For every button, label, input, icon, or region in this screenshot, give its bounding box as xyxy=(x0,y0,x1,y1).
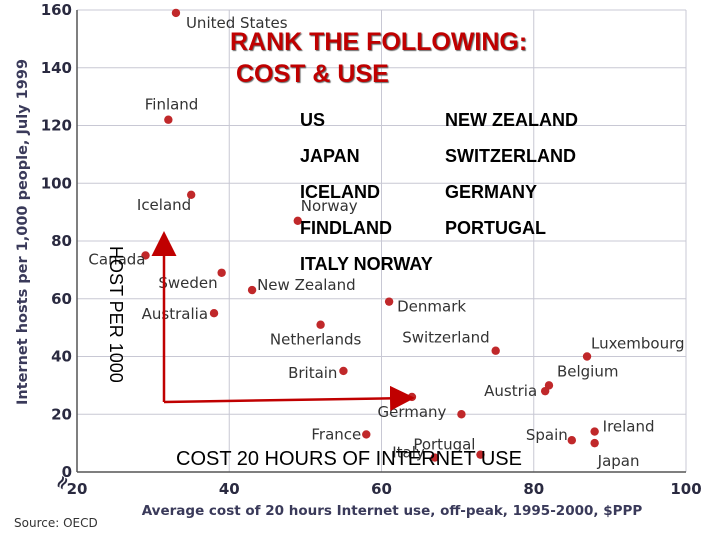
point-label: Britain xyxy=(288,364,337,382)
point-label: Switzerland xyxy=(402,329,490,347)
y-tick-label: 100 xyxy=(41,174,72,192)
point-label: Sweden xyxy=(158,274,217,292)
point-label: France xyxy=(311,425,361,443)
rank-item-new-zealand: NEW ZEALAND xyxy=(445,110,578,130)
source-note: Source: OECD xyxy=(14,516,98,530)
rank-item-us: US xyxy=(300,110,326,130)
data-point xyxy=(582,352,592,361)
title-line-1: RANK THE FOLLOWING: xyxy=(230,28,528,56)
rank-item-iceland: ICELAND xyxy=(300,182,380,202)
y-tick-label: 20 xyxy=(51,405,72,423)
point-label: Belgium xyxy=(557,362,619,380)
point-label: Spain xyxy=(526,426,568,444)
slide-title: RANK THE FOLLOWING: COST & USE xyxy=(230,26,527,90)
point-label: Portugal xyxy=(413,436,475,454)
rank-item-findland: FINDLAND xyxy=(300,218,392,238)
data-point xyxy=(491,346,500,355)
x-axis-label: Average cost of 20 hours Internet use, o… xyxy=(142,503,643,519)
rank-item-switzerland: SWITZERLAND xyxy=(445,146,576,166)
data-point xyxy=(247,285,257,295)
data-point xyxy=(430,453,439,462)
data-points xyxy=(141,8,599,462)
point-label: Canada xyxy=(88,250,145,268)
data-point xyxy=(384,297,394,306)
point-label: Ireland xyxy=(603,418,655,436)
host-arrow-label: HOST PER 1000 xyxy=(106,246,126,383)
data-point xyxy=(293,216,302,225)
point-label: Iceland xyxy=(137,196,191,214)
point-label: Denmark xyxy=(397,298,466,316)
x-tick-label: 100 xyxy=(670,480,701,498)
data-point xyxy=(457,410,466,419)
plot-frame xyxy=(76,10,686,473)
x-tick-label: 20 xyxy=(67,480,88,498)
data-point xyxy=(567,436,577,445)
data-point xyxy=(339,366,348,376)
y-tick-label: 80 xyxy=(51,232,72,250)
data-point xyxy=(590,427,599,436)
point-label: Luxembourg xyxy=(591,335,685,353)
x-tick-label: 60 xyxy=(371,480,392,498)
data-point xyxy=(141,251,150,260)
cost-arrow-label: COST 20 HOURS OF INTERNET USE xyxy=(176,448,522,470)
x-arrow xyxy=(163,385,415,411)
point-label: United States xyxy=(186,14,288,32)
y-tick-label: 0 xyxy=(62,463,72,481)
annotation-arrows xyxy=(151,231,415,411)
point-label: Japan xyxy=(597,452,640,470)
data-point xyxy=(362,430,371,439)
data-point xyxy=(164,115,173,124)
x-tick-label: 80 xyxy=(523,480,544,498)
rank-item-japan: JAPAN xyxy=(300,146,360,166)
point-label: Germany xyxy=(377,403,446,421)
data-point xyxy=(590,438,599,448)
y-axis-label: Internet hosts per 1,000 people, July 19… xyxy=(15,59,31,405)
rank-item-portugal: PORTUGAL xyxy=(445,218,546,238)
point-label: New Zealand xyxy=(257,276,356,294)
data-point xyxy=(540,386,550,396)
data-point xyxy=(217,268,226,277)
x-tick-label: 40 xyxy=(219,480,240,498)
point-label: Norway xyxy=(301,197,358,215)
rank-item-italy-norway: ITALY NORWAY xyxy=(300,254,433,274)
data-point xyxy=(476,450,485,459)
rank-item-germany: GERMANY xyxy=(445,182,538,202)
data-point xyxy=(171,8,181,18)
y-tick-label: 60 xyxy=(51,290,72,308)
point-label: Italy xyxy=(392,444,425,462)
point-label: Netherlands xyxy=(270,331,362,349)
data-point xyxy=(316,320,325,329)
data-point xyxy=(186,190,196,199)
y-tick-label: 40 xyxy=(51,348,72,366)
y-tick-label: 120 xyxy=(41,117,72,135)
title-line-2: COST & USE xyxy=(236,60,389,88)
data-point xyxy=(209,308,219,318)
point-label: Australia xyxy=(142,305,208,323)
y-tick-label: 160 xyxy=(41,1,72,19)
point-label: Finland xyxy=(145,96,199,114)
y-tick-label: 140 xyxy=(41,59,72,77)
point-label: Austria xyxy=(484,382,537,400)
